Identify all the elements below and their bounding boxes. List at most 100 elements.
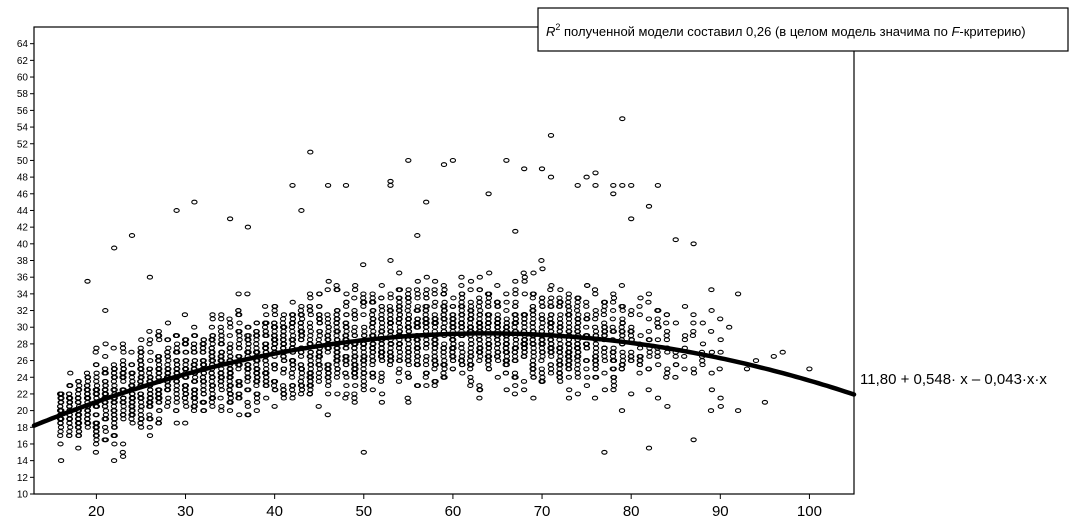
data-point xyxy=(146,403,153,409)
data-point xyxy=(244,412,251,418)
data-point xyxy=(583,299,590,305)
data-point xyxy=(645,445,653,451)
data-point xyxy=(360,366,367,372)
data-point xyxy=(556,295,563,301)
data-point xyxy=(466,358,474,364)
data-point xyxy=(521,341,529,347)
data-point xyxy=(592,349,600,355)
data-point xyxy=(352,283,359,288)
data-point xyxy=(387,328,395,334)
data-point xyxy=(307,333,314,339)
data-point xyxy=(476,295,483,301)
data-point xyxy=(636,312,643,318)
data-point xyxy=(396,349,404,355)
data-point xyxy=(485,295,493,301)
data-point xyxy=(137,424,145,430)
data-point xyxy=(236,383,243,389)
data-point xyxy=(351,358,358,364)
data-point xyxy=(557,312,564,318)
data-point xyxy=(165,345,172,351)
data-point xyxy=(414,320,421,326)
data-point xyxy=(208,345,215,351)
data-point xyxy=(449,337,456,343)
data-point xyxy=(120,408,127,414)
data-point xyxy=(529,295,536,301)
data-point xyxy=(146,412,153,418)
data-point xyxy=(360,387,367,393)
data-point xyxy=(93,374,100,380)
data-point xyxy=(164,366,171,372)
y-tick-label: 18 xyxy=(17,423,29,434)
data-point xyxy=(271,324,279,330)
data-point xyxy=(636,345,644,351)
data-point xyxy=(93,370,100,376)
data-point xyxy=(360,358,368,364)
data-point xyxy=(209,316,216,322)
data-point xyxy=(708,370,715,376)
data-point xyxy=(271,312,279,318)
data-point xyxy=(690,320,697,326)
data-point xyxy=(619,182,626,188)
data-point xyxy=(422,320,429,326)
data-point xyxy=(369,353,376,359)
data-point xyxy=(369,341,377,347)
data-point xyxy=(226,320,234,326)
data-point xyxy=(369,320,376,326)
data-point xyxy=(592,374,600,380)
x-tick-label: 30 xyxy=(177,503,194,520)
data-point xyxy=(245,345,252,351)
data-point xyxy=(396,299,403,305)
data-point xyxy=(503,387,510,393)
data-point xyxy=(574,316,582,322)
data-point xyxy=(609,299,617,305)
data-point xyxy=(565,395,573,401)
data-point xyxy=(405,362,412,368)
data-point xyxy=(628,182,635,188)
data-point xyxy=(261,320,269,326)
data-point xyxy=(315,374,323,380)
data-point xyxy=(110,403,118,409)
data-point xyxy=(307,362,314,368)
data-point xyxy=(57,441,64,447)
data-point xyxy=(574,366,581,372)
data-point xyxy=(396,324,404,330)
data-point xyxy=(645,203,653,209)
data-point xyxy=(137,420,144,426)
data-point xyxy=(208,378,215,384)
data-point xyxy=(102,408,110,414)
data-point xyxy=(414,303,421,309)
data-point xyxy=(503,308,510,313)
data-point xyxy=(690,312,697,318)
data-point xyxy=(476,312,483,318)
data-point xyxy=(209,333,217,339)
data-point xyxy=(288,374,296,380)
data-point xyxy=(173,378,180,384)
data-point xyxy=(583,174,590,180)
data-point xyxy=(93,437,100,443)
data-point xyxy=(592,308,599,313)
data-point xyxy=(306,383,313,389)
data-point xyxy=(334,345,341,351)
data-point xyxy=(716,366,723,372)
data-point xyxy=(209,312,216,318)
data-point xyxy=(503,299,510,305)
data-point xyxy=(343,312,350,318)
data-point xyxy=(422,345,430,351)
data-point xyxy=(512,358,519,364)
data-point xyxy=(146,370,153,376)
data-point xyxy=(351,395,358,401)
data-point xyxy=(316,320,323,326)
data-point xyxy=(253,349,260,355)
data-point xyxy=(467,303,475,309)
data-point xyxy=(351,362,358,368)
data-point xyxy=(190,341,198,347)
data-point xyxy=(547,366,555,372)
data-point xyxy=(387,258,394,263)
data-point xyxy=(67,370,74,376)
y-tick-label: 54 xyxy=(17,123,29,134)
data-point xyxy=(423,383,430,389)
data-point xyxy=(289,391,297,397)
data-point xyxy=(690,370,698,376)
data-point xyxy=(387,295,394,301)
data-point xyxy=(422,303,429,309)
